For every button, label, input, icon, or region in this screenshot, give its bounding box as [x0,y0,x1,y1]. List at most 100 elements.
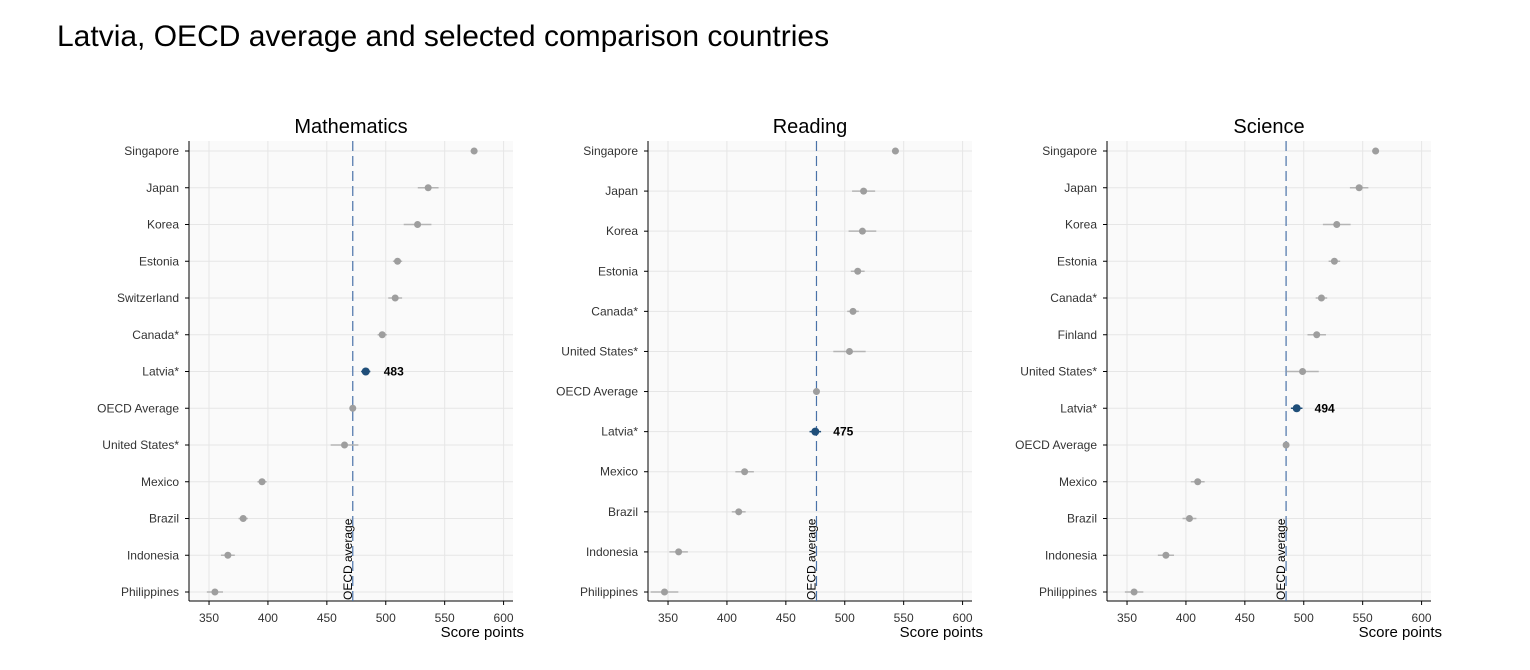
data-point-oecd-average[interactable] [1282,441,1290,449]
category-label-mexico: Mexico [1059,475,1097,489]
data-point-korea[interactable] [1333,221,1341,228]
category-label-united-states: United States* [102,438,179,452]
page-title: Latvia, OECD average and selected compar… [57,20,830,53]
data-point-mexico[interactable] [1194,478,1202,486]
x-tick-label: 450 [1235,611,1255,625]
category-label-mexico: Mexico [141,475,179,489]
category-label-korea: Korea [606,224,638,238]
data-point-brazil[interactable] [239,515,247,522]
data-point-brazil[interactable] [1185,515,1193,522]
chart-title: Mathematics [294,116,407,138]
category-label-latvia: Latvia* [601,425,638,439]
category-label-latvia: Latvia* [142,365,179,379]
category-label-korea: Korea [147,218,179,232]
category-label-brazil: Brazil [1067,512,1097,526]
data-point-mexico[interactable] [741,468,749,476]
data-point-united-states[interactable] [341,441,349,449]
x-tick-label: 500 [376,611,396,625]
data-point-canada[interactable] [1317,294,1325,302]
category-label-philippines: Philippines [121,585,179,599]
category-label-united-states: United States* [561,344,638,358]
data-point-oecd-average[interactable] [812,388,820,396]
category-label-brazil: Brazil [149,512,179,526]
category-label-japan: Japan [1064,181,1097,195]
x-tick-label: 450 [776,611,796,625]
category-label-switzerland: Switzerland [117,291,179,305]
data-point-indonesia[interactable] [1162,551,1170,559]
data-point-latvia[interactable] [361,367,370,376]
category-label-estonia: Estonia [139,254,179,268]
data-point-mexico[interactable] [258,478,266,486]
category-label-singapore: Singapore [583,144,638,158]
x-tick-label: 550 [435,611,455,625]
data-point-finland[interactable] [1313,331,1321,339]
oecd-average-line-label: OECD average [804,518,818,600]
x-tick-label: 400 [258,611,278,625]
data-point-japan[interactable] [860,187,868,195]
plot-area [648,141,972,601]
data-point-korea[interactable] [414,221,422,228]
data-point-canada[interactable] [378,331,386,339]
oecd-average-line-label: OECD average [341,518,355,600]
x-tick-label: 350 [658,611,678,625]
x-axis-label: Score points [900,624,983,641]
category-label-indonesia: Indonesia [1045,548,1097,562]
chart-title: Science [1233,116,1304,138]
data-point-brazil[interactable] [735,508,743,516]
data-point-oecd-average[interactable] [349,404,357,412]
data-point-philippines[interactable] [1130,588,1138,596]
data-point-singapore[interactable] [1372,147,1380,155]
data-point-singapore[interactable] [470,147,478,155]
data-point-singapore[interactable] [891,147,899,155]
x-tick-label: 400 [717,611,737,625]
x-tick-label: 600 [953,611,973,625]
data-point-philippines[interactable] [211,588,219,596]
data-point-korea[interactable] [858,227,866,235]
category-label-oecd-average: OECD Average [97,401,179,415]
data-point-estonia[interactable] [394,257,402,265]
category-label-japan: Japan [605,184,638,198]
data-point-japan[interactable] [424,184,432,192]
data-point-estonia[interactable] [1330,257,1338,265]
category-label-japan: Japan [146,181,179,195]
data-point-switzerland[interactable] [391,294,399,302]
category-label-estonia: Estonia [1057,254,1097,268]
category-label-singapore: Singapore [124,144,179,158]
x-tick-label: 550 [1353,611,1373,625]
category-label-canada: Canada* [1050,291,1097,305]
x-axis-label: Score points [441,624,524,641]
data-point-estonia[interactable] [854,267,862,275]
category-label-indonesia: Indonesia [127,548,179,562]
x-axis-label: Score points [1359,624,1442,641]
category-label-latvia: Latvia* [1060,401,1097,415]
data-point-latvia[interactable] [811,427,820,436]
data-point-latvia[interactable] [1292,404,1301,413]
data-label-latvia: 475 [833,425,853,439]
data-point-indonesia[interactable] [675,548,683,556]
x-tick-label: 600 [494,611,514,625]
category-label-indonesia: Indonesia [586,545,638,559]
data-point-united-states[interactable] [845,347,853,355]
x-tick-label: 500 [835,611,855,625]
category-label-canada: Canada* [132,328,179,342]
category-label-estonia: Estonia [598,264,638,278]
data-point-united-states[interactable] [1299,368,1307,375]
x-tick-label: 350 [1117,611,1137,625]
x-tick-label: 400 [1176,611,1196,625]
chart-title: Reading [773,116,848,138]
data-point-indonesia[interactable] [224,551,232,559]
oecd-average-line-label: OECD average [1274,518,1288,600]
data-point-canada[interactable] [849,307,857,315]
category-label-oecd-average: OECD Average [1015,438,1097,452]
category-label-finland: Finland [1058,328,1097,342]
category-label-oecd-average: OECD Average [556,385,638,399]
category-label-brazil: Brazil [608,505,638,519]
category-label-korea: Korea [1065,218,1097,232]
data-label-latvia: 483 [384,365,404,379]
data-point-japan[interactable] [1355,184,1363,192]
data-point-philippines[interactable] [660,588,668,596]
category-label-singapore: Singapore [1042,144,1097,158]
